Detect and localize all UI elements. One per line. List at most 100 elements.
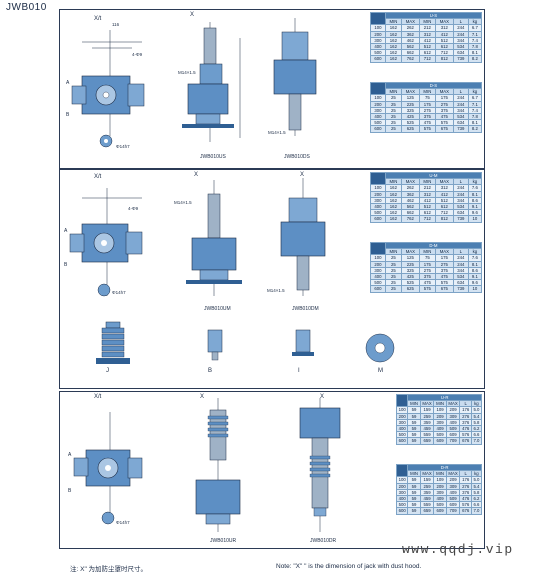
table-cell: 300 — [395, 488, 409, 497]
svg-text:A: A — [66, 80, 70, 86]
view-label-um-2: X — [194, 172, 199, 178]
table-row: 500 59 559 509 609 576 6.6 — [395, 501, 483, 509]
table-cell: 125 — [400, 94, 420, 102]
table-cell: 10 — [467, 285, 483, 293]
table-cell: 709 — [445, 507, 461, 515]
table-cell: 325 — [400, 106, 420, 115]
table-cell: 6.7 — [467, 94, 483, 102]
table-cell: 512 — [434, 196, 454, 205]
table-cell: 7.4 — [467, 106, 483, 115]
table-cell: 5.8 — [470, 418, 483, 427]
table-cell: 812 — [434, 215, 454, 223]
view-label-ur-2: X — [200, 394, 205, 400]
table-cell: 525 — [400, 119, 420, 127]
drawing-um-plan: A B 4-Φ9 Φ14h7 — [64, 188, 143, 297]
table-cell: 8.2 — [467, 55, 483, 63]
table-cell: 9.1 — [467, 272, 483, 281]
table-row: 200 162 362 312 412 244 8.1 — [370, 190, 483, 198]
table-cell: 475 — [434, 272, 454, 281]
table-cell: 462 — [400, 36, 420, 45]
table-row: 100 162 262 212 312 244 7.6 — [370, 184, 483, 192]
table-cell: 476 — [459, 494, 472, 503]
table-row: 600 162 762 712 812 739 10 — [370, 215, 483, 223]
table-cell: 8.6 — [467, 266, 483, 275]
table-cell: 5.0 — [470, 406, 483, 414]
table-cell: 562 — [400, 42, 420, 51]
table-cell: 275 — [434, 100, 454, 108]
table-cell: 812 — [434, 55, 454, 63]
col-stroke — [370, 11, 386, 26]
view-label-ur-1: X/t — [94, 394, 102, 400]
table-cell: 409 — [433, 494, 447, 503]
table-cell: 575 — [418, 125, 436, 133]
ratio-label-us: U-S — [384, 11, 483, 20]
table-cell: 8.2 — [467, 125, 483, 133]
table-cell: 612 — [434, 42, 454, 51]
svg-text:M14×1.5: M14×1.5 — [268, 130, 286, 135]
table-cell: 209 — [433, 412, 447, 420]
table-row: 600 59 659 609 709 676 7.0 — [395, 437, 483, 445]
table-cell: 59 — [407, 507, 421, 515]
table-cell: 739 — [452, 285, 469, 293]
table-cell: 600 — [395, 437, 409, 445]
table-cell: 176 — [459, 406, 472, 414]
table-cell: 109 — [433, 476, 447, 484]
table-cell: 125 — [400, 254, 420, 262]
table-row: 200 25 225 175 275 244 8.1 — [370, 260, 483, 268]
table-cell: 300 — [395, 418, 409, 427]
table-cell: 7.8 — [467, 112, 483, 121]
table-cell: 600 — [370, 215, 386, 223]
table-row: 600 25 625 575 675 739 10 — [370, 285, 483, 293]
table-cell: 5.0 — [470, 476, 483, 484]
panel-us-ds: A B 4-Φ9 116 Φ14h7 X/t M14×1.5 X M14×1.5 J… — [59, 9, 485, 169]
table-cell: 59 — [407, 494, 421, 503]
table-cell: 7.1 — [467, 100, 483, 108]
footer-note-cn: 注: X" 为加防尘罩时尺寸。 — [70, 566, 148, 573]
spec-table-us: U-S MIN MAX MIN MAX L kg 100 162 262 212 312… — [370, 11, 483, 63]
table-cell: 612 — [434, 202, 454, 211]
table-cell: 575 — [418, 285, 436, 293]
table-cell: 376 — [459, 488, 472, 497]
table-cell: 425 — [400, 272, 420, 281]
drawing-dm-elev: M14×1.5 — [267, 178, 326, 296]
table-cell: 509 — [433, 431, 447, 439]
ratio-label-ds: D-S — [384, 81, 483, 90]
svg-text:Φ14h7: Φ14h7 — [112, 290, 126, 295]
table-cell: 109 — [433, 406, 447, 414]
table-cell: 6.6 — [470, 431, 483, 439]
table-row: 300 59 359 309 409 376 5.8 — [395, 418, 483, 427]
caption-dm: JWB010DM — [292, 306, 319, 312]
table-row: 100 25 125 75 175 244 6.7 — [370, 94, 483, 102]
drawing-ur-plan: A B Φ14h7 — [68, 412, 143, 525]
panel-um-dm: A B 4-Φ9 Φ14h7 X/t M14×1.5 X M14×1.5 X JWB… — [59, 169, 485, 389]
table-cell: 59 — [407, 476, 421, 484]
view-label-us-1: X/t — [94, 16, 102, 22]
table-cell: 59 — [407, 488, 421, 497]
svg-text:4-Φ9: 4-Φ9 — [128, 206, 139, 211]
caption-um: JWB010UM — [204, 306, 231, 312]
table-row: 500 25 525 475 575 634 9.6 — [370, 279, 483, 287]
table-cell: 375 — [434, 266, 454, 275]
drawing-dr-elev — [299, 398, 341, 532]
caption-dr: JWB010DR — [310, 538, 337, 544]
table-row: 600 162 762 712 812 739 8.2 — [370, 55, 483, 63]
table-cell: 400 — [395, 424, 409, 433]
table-cell: 400 — [395, 494, 409, 503]
table-cell: 176 — [459, 476, 472, 484]
table-row: 100 59 159 109 209 176 5.0 — [395, 406, 483, 414]
spec-table-um: U-M MIN MAX MIN MAX L kg 100 162 262 212 312… — [370, 171, 483, 223]
table-cell: 375 — [434, 106, 454, 115]
col-kg: kg — [467, 18, 483, 26]
table-cell: 659 — [419, 507, 435, 515]
table-row: 100 25 125 75 175 244 7.6 — [370, 254, 483, 262]
table-cell: 562 — [400, 202, 420, 211]
accessory-m-label: M — [378, 368, 383, 374]
table-row: 500 59 559 509 609 576 6.6 — [395, 431, 483, 439]
accessory-m-drawing — [365, 333, 395, 363]
caption-ur: JWB010UR — [210, 538, 237, 544]
table-row: 300 162 462 412 512 344 7.4 — [370, 36, 483, 45]
table-cell: 712 — [434, 49, 454, 57]
drawing-ds-elev: M14×1.5 — [268, 18, 317, 136]
table-cell: 209 — [433, 482, 447, 490]
col-max-2: MAX — [434, 18, 454, 26]
